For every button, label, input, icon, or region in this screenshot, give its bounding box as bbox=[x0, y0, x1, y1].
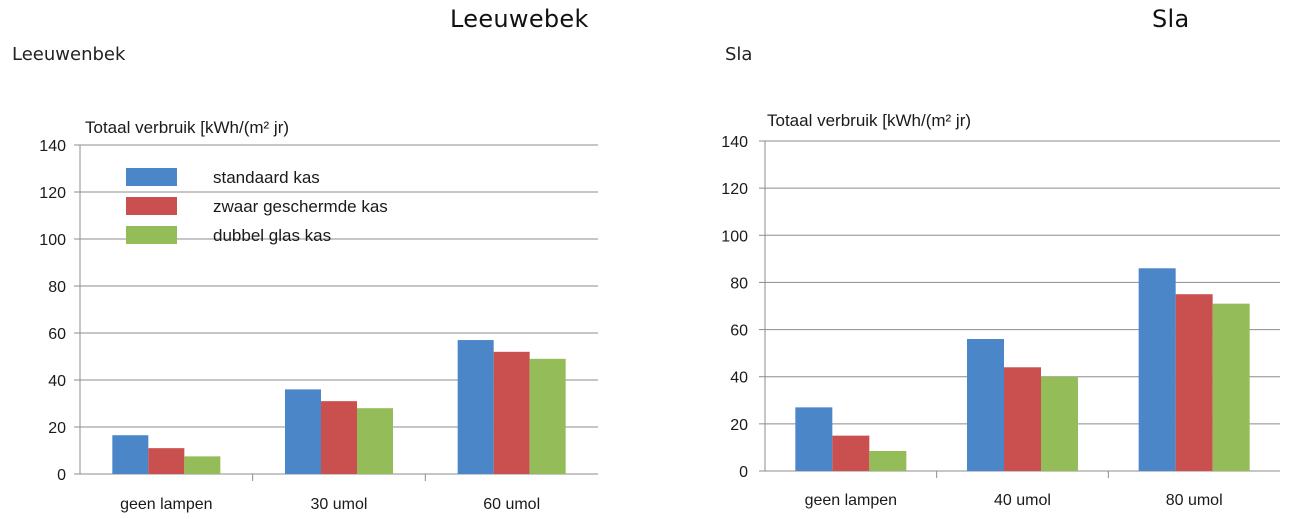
chart1-x-tick-label: 60 umol bbox=[483, 496, 540, 513]
chart2-bar bbox=[1004, 367, 1041, 471]
chart1-y-tick-label: 20 bbox=[48, 420, 66, 437]
chart1-y-tick-label: 80 bbox=[48, 279, 66, 296]
top-title-left: Leeuwebek bbox=[450, 5, 589, 33]
chart1-bar bbox=[357, 408, 393, 474]
chart2-y-tick-label: 120 bbox=[721, 181, 748, 198]
chart2-title: Totaal verbruik [kWh/(m² jr) bbox=[767, 111, 971, 130]
chart2-bar bbox=[1041, 376, 1078, 471]
chart2-bar bbox=[832, 435, 870, 471]
chart2-y-tick-label: 140 bbox=[721, 134, 748, 151]
chart1-legend-swatch bbox=[126, 168, 177, 186]
chart2-y-tick-label: 0 bbox=[739, 464, 748, 481]
chart1-y-tick-label: 40 bbox=[48, 373, 66, 390]
panel-heading-left: Leeuwenbek bbox=[12, 44, 126, 65]
chart2-bar bbox=[1212, 303, 1250, 471]
chart2-bar bbox=[1175, 294, 1213, 471]
chart1-bar bbox=[457, 340, 494, 474]
chart2-x-tick-label: 80 umol bbox=[1166, 492, 1223, 509]
chart1-title: Totaal verbruik [kWh/(m² jr) bbox=[85, 118, 289, 137]
chart2-y-tick-label: 20 bbox=[730, 417, 748, 434]
chart1-bar bbox=[148, 448, 185, 474]
panel-heading-right: Sla bbox=[725, 44, 753, 65]
chart2-bar bbox=[967, 339, 1004, 471]
chart2-y-tick-label: 100 bbox=[721, 228, 748, 245]
chart1-bar bbox=[493, 351, 530, 474]
chart1-legend-label: dubbel glas kas bbox=[213, 226, 331, 245]
chart2-x-tick-label: geen lampen bbox=[805, 492, 898, 509]
chart2-bar bbox=[1138, 268, 1176, 471]
chart1-x-tick-label: geen lampen bbox=[120, 496, 213, 513]
chart1-y-tick-label: 140 bbox=[39, 138, 66, 155]
chart2-y-tick-label: 80 bbox=[730, 275, 748, 292]
chart2-bar bbox=[869, 450, 907, 471]
chart2-y-tick-label: 40 bbox=[730, 370, 748, 387]
top-title-right: Sla bbox=[1152, 5, 1190, 33]
chart1-legend-swatch bbox=[126, 226, 177, 244]
chart1-bar bbox=[529, 358, 566, 474]
chart2-bar bbox=[795, 407, 833, 471]
chart1-bar bbox=[321, 401, 357, 474]
chart1-bar bbox=[285, 389, 321, 474]
chart1-legend-swatch bbox=[126, 197, 177, 215]
chart1-bar bbox=[184, 456, 221, 474]
chart2-x-tick-label: 40 umol bbox=[994, 492, 1051, 509]
chart2-y-tick-label: 60 bbox=[730, 323, 748, 340]
chart1-legend-label: standaard kas bbox=[213, 168, 320, 187]
chart1-y-tick-label: 0 bbox=[57, 467, 66, 484]
chart1-y-tick-label: 100 bbox=[39, 232, 66, 249]
chart1-bar bbox=[112, 435, 149, 474]
chart1-x-tick-label: 30 umol bbox=[311, 496, 368, 513]
chart1-y-tick-label: 60 bbox=[48, 326, 66, 343]
chart1-y-tick-label: 120 bbox=[39, 185, 66, 202]
chart1-legend-label: zwaar geschermde kas bbox=[213, 197, 388, 216]
